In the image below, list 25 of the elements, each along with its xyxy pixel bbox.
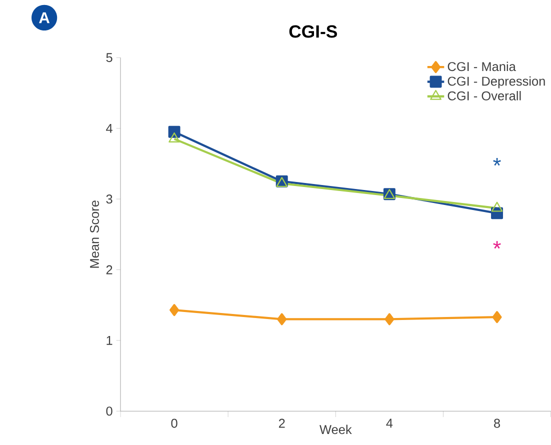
x-tick-label: 8 — [494, 418, 500, 428]
point — [170, 304, 180, 316]
x-axis-title: Week — [320, 424, 352, 434]
y-tick-label: 1 — [106, 336, 112, 345]
point — [277, 313, 287, 326]
x-tick-label: 2 — [278, 418, 285, 428]
y-axis-title: Mean Score — [90, 200, 100, 268]
legend-label: CGI - Overall — [448, 90, 521, 100]
point — [168, 132, 180, 142]
y-tick-label: 0 — [106, 406, 112, 416]
text: A — [39, 12, 50, 24]
y-tick-label: 3 — [106, 194, 112, 204]
y-tick-label: 4 — [106, 124, 112, 133]
legend-label: CGI - Mania — [448, 62, 516, 72]
annotation: * — [493, 158, 501, 166]
point — [384, 313, 394, 326]
chart-title: CGI-S — [289, 25, 337, 38]
point — [491, 202, 503, 212]
legend-label: CGI - Depression — [448, 76, 545, 88]
annotation: * — [493, 241, 501, 249]
point — [492, 311, 502, 324]
x-tick-label: 0 — [171, 418, 178, 428]
y-tick-label: 5 — [106, 53, 112, 62]
x-tick-label: 4 — [386, 418, 393, 428]
y-tick-label: 2 — [106, 265, 112, 274]
